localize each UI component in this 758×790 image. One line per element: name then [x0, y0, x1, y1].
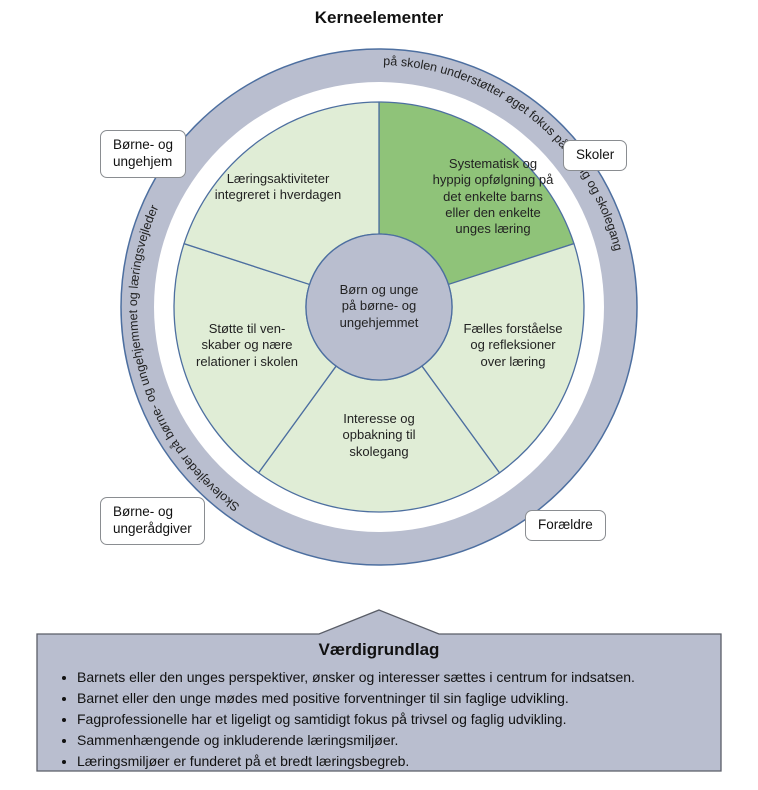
vaerdigrundlag-title: Værdigrundlag	[35, 640, 723, 660]
vaerdigrundlag-list: Barnets eller den unges perspektiver, øn…	[55, 666, 711, 772]
diagram-root: Kerneelementer Skolevejleder på børne- o…	[0, 0, 758, 790]
vaerdigrundlag-item: Fagprofessionelle har et ligeligt og sam…	[77, 710, 711, 729]
vaerdigrundlag-item: Læringsmiljøer er funderet på et bredt l…	[77, 752, 711, 771]
vaerdigrundlag-item: Sammenhængende og inkluderende læringsmi…	[77, 731, 711, 750]
circle-diagram: Skolevejleder på børne- og ungehjemmet o…	[118, 46, 640, 568]
sector-label-4: Læringsaktiviteterintegreret i hverdagen	[198, 171, 358, 204]
center-label: Børn og ungepå børne- ogungehjemmet	[309, 282, 449, 331]
diagram-title: Kerneelementer	[0, 8, 758, 28]
callout-skoler: Skoler	[563, 140, 627, 171]
sector-label-0: Systematisk oghyppig opfølgning pådet en…	[408, 156, 578, 237]
sector-label-3: Støtte til ven-skaber og nærerelationer …	[172, 321, 322, 370]
callout-borneungeraadgiver: Børne- og ungerådgiver	[100, 497, 205, 545]
vaerdigrundlag-item: Barnets eller den unges perspektiver, øn…	[77, 668, 711, 687]
callout-foraeldre: Forældre	[525, 510, 606, 541]
callout-borneungehjem: Børne- og ungehjem	[100, 130, 186, 178]
sector-label-1: Fælles forståelseog refleksionerover lær…	[438, 321, 588, 370]
sector-label-2: Interesse ogopbakning tilskolegang	[304, 411, 454, 460]
vaerdigrundlag-box: Værdigrundlag Barnets eller den unges pe…	[35, 608, 723, 773]
vaerdigrundlag-item: Barnet eller den unge mødes med positive…	[77, 689, 711, 708]
